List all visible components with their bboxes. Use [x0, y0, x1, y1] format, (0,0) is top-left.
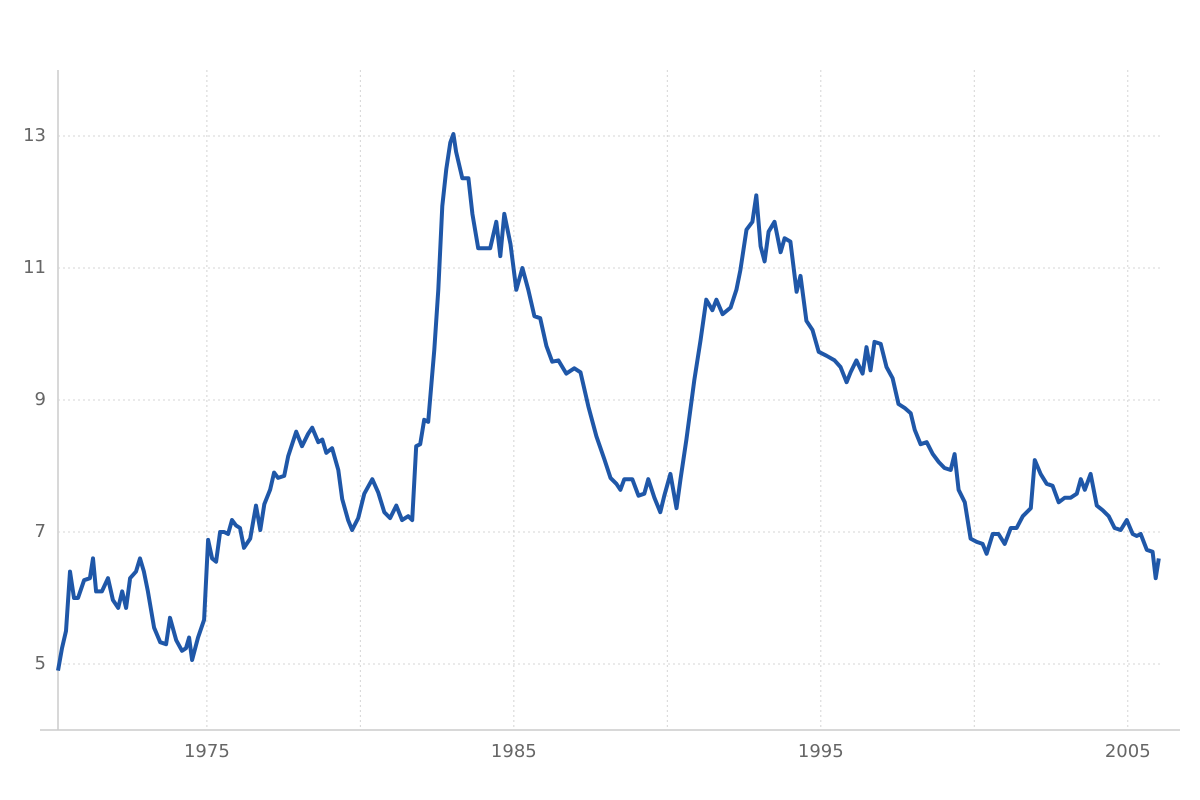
y-tick-label: 13: [23, 125, 46, 146]
data-line: [56, 132, 1161, 671]
x-tick-label: 1995: [798, 741, 844, 762]
y-tick-label: 11: [23, 257, 46, 278]
x-tick-label: 1985: [491, 741, 537, 762]
y-tick-label: 5: [35, 653, 46, 674]
x-tick-label: 2005: [1105, 741, 1151, 762]
y-tick-label: 9: [35, 389, 46, 410]
x-tick-label: 1975: [184, 741, 230, 762]
y-tick-label: 7: [35, 521, 46, 542]
